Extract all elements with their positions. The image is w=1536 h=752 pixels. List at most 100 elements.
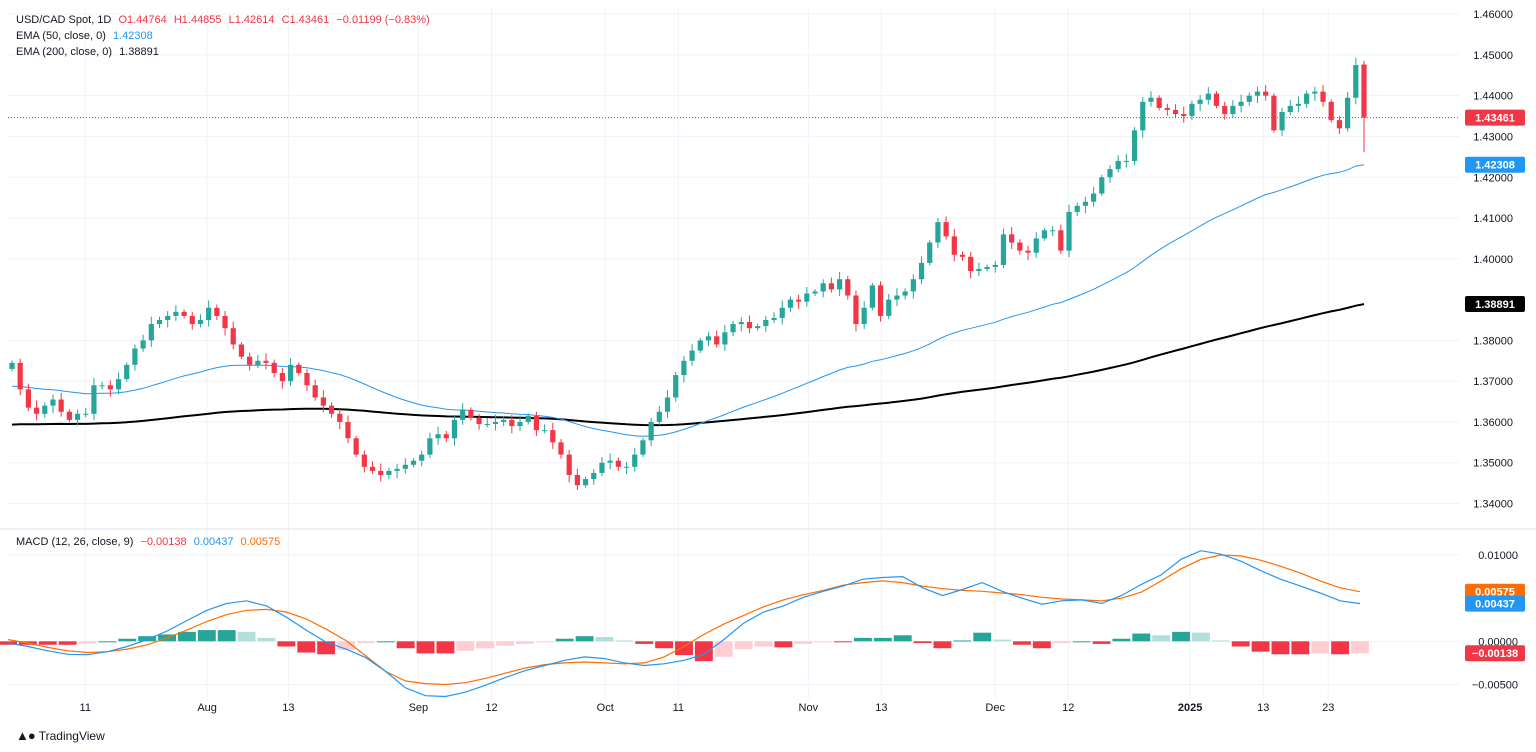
candle-body [492, 421, 499, 424]
time-tick-label: Nov [799, 702, 819, 714]
price-pane[interactable] [8, 57, 1460, 491]
candle-body [33, 407, 40, 414]
candle-body [812, 291, 818, 294]
histogram-bar [1112, 638, 1131, 642]
histogram-bar [1271, 641, 1290, 655]
histogram-bar [993, 639, 1012, 642]
candle-body [1164, 107, 1170, 110]
brand-name: TradingView [38, 728, 105, 743]
candle-body [1000, 234, 1007, 265]
histogram-bar [297, 641, 316, 653]
candle-body [894, 295, 900, 300]
price-tick-label: 1.38000 [1473, 335, 1513, 347]
ema200-line [11, 303, 1365, 427]
candle-body [550, 430, 556, 443]
histogram-bar [1032, 641, 1051, 649]
candle-body [107, 385, 113, 390]
histogram-bar [834, 641, 853, 643]
macd-hist-tag: −0.00138 [1465, 645, 1525, 662]
macd-tick-label: 0.01000 [1478, 550, 1518, 562]
candle-body [287, 364, 294, 382]
candle-body [74, 413, 81, 420]
candle-body [1140, 101, 1146, 131]
candle-body [361, 454, 367, 467]
histogram-bar [476, 641, 495, 649]
candle-body [779, 307, 785, 318]
ema200-legend[interactable]: EMA (200, close, 0) 1.38891 [16, 46, 163, 58]
candle-body [599, 462, 605, 473]
candle-body [419, 454, 425, 461]
time-tick-label: 2025 [1178, 702, 1202, 714]
time-tick-label: 12 [485, 702, 497, 714]
histogram-bar [317, 641, 336, 655]
ema50-tag-bg [1465, 156, 1525, 173]
candle-body [156, 320, 163, 325]
candle-body [959, 254, 966, 257]
histogram-bar [1052, 641, 1071, 644]
candle-body [410, 460, 417, 465]
tradingview-brand[interactable]: ▲● TradingView [16, 728, 105, 743]
histogram-bar [1072, 641, 1091, 643]
candle-body [738, 322, 744, 325]
time-tick-label: Dec [985, 702, 1005, 714]
candle-body [755, 326, 761, 329]
candle-body [664, 397, 671, 412]
histogram-bar [794, 641, 813, 644]
candle-body [984, 266, 990, 270]
histogram-bar [615, 640, 634, 642]
candle-body [1197, 99, 1203, 104]
candle-body [697, 340, 703, 351]
candle-body [1353, 65, 1359, 98]
price-axis[interactable]: 1.46000 1.45000 1.44000 1.43000 1.42000 1.410… [1473, 9, 1513, 510]
candles [9, 57, 1367, 491]
histogram-bar [555, 638, 574, 642]
ema50-line [11, 164, 1365, 437]
last-price-tag: 1.43461 [1465, 109, 1525, 126]
candle-body [730, 324, 736, 333]
histogram-bar [734, 641, 753, 650]
candle-body [705, 336, 712, 341]
candle-body [1082, 201, 1089, 206]
macd-pane[interactable] [0, 550, 1369, 698]
candle-body [1115, 160, 1121, 170]
time-tick-label: 11 [80, 702, 91, 714]
macd-legend[interactable]: MACD (12, 26, close, 9) −0.00138 0.00437… [16, 536, 284, 548]
candle-body [1172, 109, 1179, 115]
histogram-bar [754, 641, 773, 647]
histogram-bar [1172, 631, 1191, 642]
candle-body [861, 307, 867, 325]
candle-body [517, 421, 523, 427]
histogram-bar [655, 641, 674, 649]
histogram-bar [58, 641, 77, 645]
candle-body [1205, 93, 1211, 100]
tradingview-logo-icon: ▲● [16, 728, 36, 743]
candle-body [1066, 211, 1072, 251]
ema200-tag-text: 1.38891 [1475, 299, 1515, 311]
candle-body [1230, 105, 1236, 115]
time-tick-label: Aug [197, 702, 217, 714]
candle-body [1017, 242, 1023, 251]
ema50-legend[interactable]: EMA (50, close, 0) 1.42308 [16, 30, 157, 42]
candle-body [910, 279, 916, 292]
candle-body [566, 454, 572, 475]
price-tick-label: 1.40000 [1473, 254, 1513, 266]
histogram-bar [1152, 635, 1171, 642]
histogram-bar [1251, 641, 1270, 652]
candle-body [1336, 120, 1343, 129]
candle-body [689, 350, 695, 361]
candle-body [197, 320, 204, 325]
time-axis[interactable]: 11 Aug 13 Sep 12 Oct 11 Nov 13 Dec 12 2025 13 23 [80, 702, 1335, 714]
change-value: −0.01199 (−0.83%) [336, 14, 430, 26]
candle-body [247, 356, 253, 365]
candle-body [181, 311, 187, 316]
candle-body [1320, 91, 1326, 102]
candle-body [836, 279, 843, 290]
symbol-legend[interactable]: USD/CAD Spot, 1D O1.44764 H1.44855 L1.42… [16, 14, 434, 26]
candle-body [1009, 234, 1015, 243]
candle-body [460, 409, 466, 420]
histogram-bar [78, 641, 97, 644]
signal-path [7, 554, 1361, 686]
candle-body [1287, 105, 1293, 112]
